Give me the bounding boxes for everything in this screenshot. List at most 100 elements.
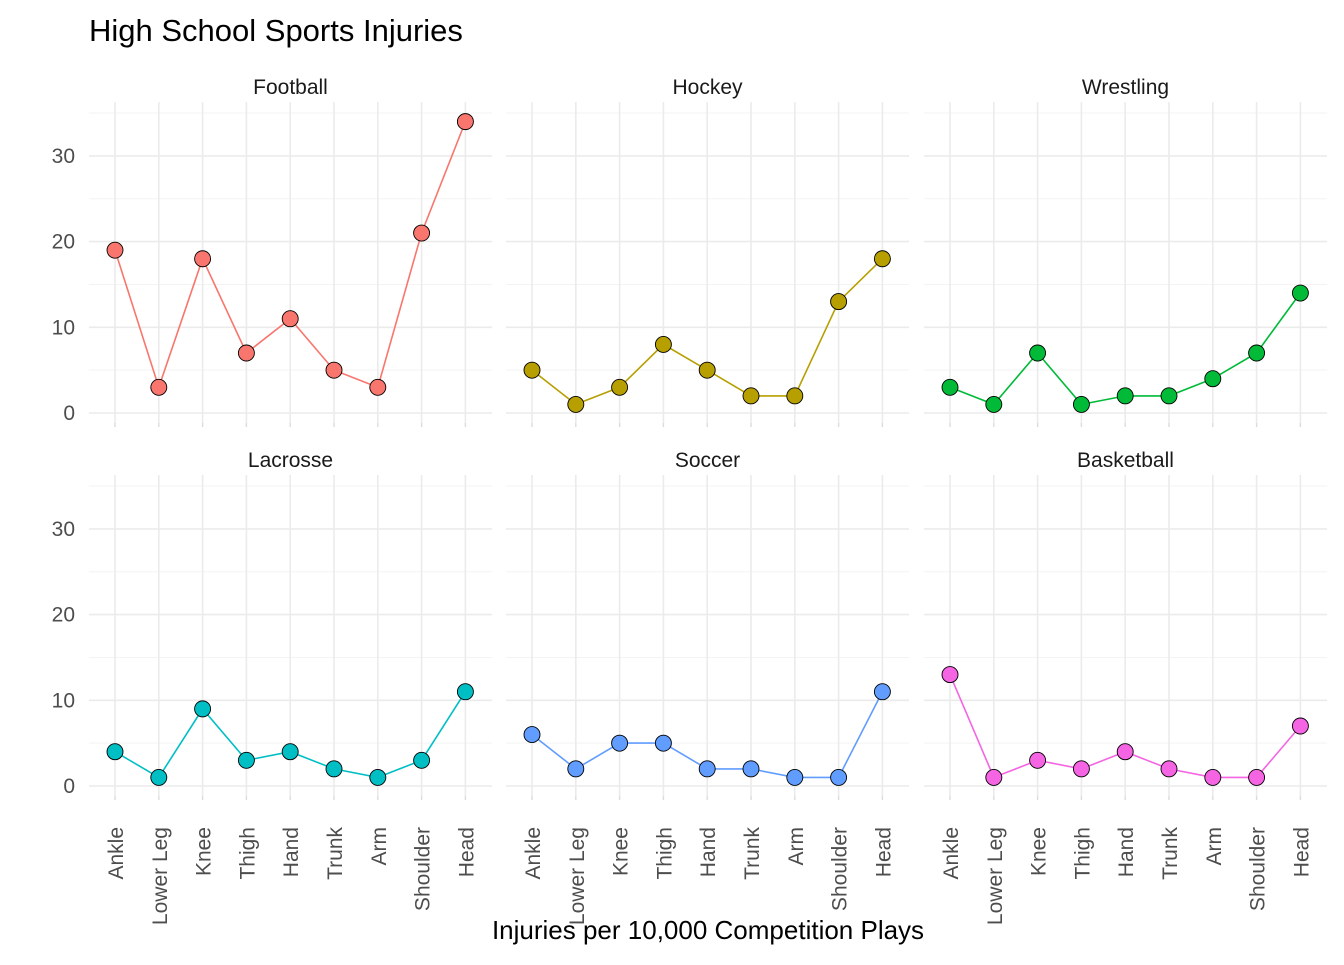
y-tick-label: 10 bbox=[52, 316, 75, 339]
x-tick-label-arm: Arm bbox=[1203, 827, 1226, 866]
data-point-hockey-ankle bbox=[523, 361, 541, 379]
x-tick-label-hand: Hand bbox=[697, 827, 720, 877]
x-tick-label-shoulder: Shoulder bbox=[829, 827, 852, 911]
data-point-football-thigh bbox=[237, 344, 255, 362]
x-tick-label-head: Head bbox=[455, 827, 478, 877]
data-point-basketball-lower-leg bbox=[985, 768, 1003, 786]
data-point-wrestling-hand bbox=[1116, 387, 1134, 405]
y-tick-label: 0 bbox=[63, 775, 75, 798]
x-tick-label-lower-leg: Lower Leg bbox=[566, 827, 589, 925]
data-point-soccer-ankle bbox=[523, 726, 541, 744]
x-tick-label-thigh: Thigh bbox=[1071, 827, 1094, 880]
x-tick-label-head: Head bbox=[872, 827, 895, 877]
x-tick-label-knee: Knee bbox=[610, 827, 633, 876]
data-point-lacrosse-ankle bbox=[106, 743, 124, 761]
x-tick-label-shoulder: Shoulder bbox=[1247, 827, 1270, 911]
data-point-football-knee bbox=[194, 250, 212, 268]
data-point-football-shoulder bbox=[413, 224, 431, 242]
data-point-wrestling-lower-leg bbox=[985, 395, 1003, 413]
data-point-basketball-thigh bbox=[1072, 760, 1090, 778]
x-tick-label-head: Head bbox=[1290, 827, 1313, 877]
facet-label-soccer: Soccer bbox=[675, 449, 740, 472]
data-point-lacrosse-hand bbox=[281, 743, 299, 761]
data-point-football-lower-leg bbox=[150, 378, 168, 396]
y-tick-label: 0 bbox=[63, 402, 75, 425]
x-tick-label-trunk: Trunk bbox=[1159, 827, 1182, 880]
facet-label-basketball: Basketball bbox=[1077, 449, 1174, 472]
data-point-football-head bbox=[456, 113, 474, 131]
data-point-football-ankle bbox=[106, 241, 124, 259]
data-point-soccer-head bbox=[873, 683, 891, 701]
y-tick-label: 20 bbox=[52, 604, 75, 627]
data-point-hockey-knee bbox=[611, 378, 629, 396]
y-tick-label: 20 bbox=[52, 231, 75, 254]
data-point-lacrosse-arm bbox=[369, 768, 387, 786]
chart-title: High School Sports Injuries bbox=[89, 13, 463, 48]
panel-football bbox=[89, 102, 492, 427]
data-point-basketball-knee bbox=[1029, 751, 1047, 769]
panel-wrestling bbox=[924, 102, 1327, 427]
data-point-basketball-trunk bbox=[1160, 760, 1178, 778]
data-point-hockey-shoulder bbox=[830, 293, 848, 311]
data-point-basketball-ankle bbox=[941, 666, 959, 684]
data-point-basketball-hand bbox=[1116, 743, 1134, 761]
x-tick-label-ankle: Ankle bbox=[940, 827, 963, 880]
facet-label-lacrosse: Lacrosse bbox=[248, 449, 333, 472]
data-point-football-arm bbox=[369, 378, 387, 396]
data-point-basketball-head bbox=[1291, 717, 1309, 735]
x-tick-label-thigh: Thigh bbox=[653, 827, 676, 880]
x-tick-label-knee: Knee bbox=[193, 827, 216, 876]
x-tick-label-trunk: Trunk bbox=[741, 827, 764, 880]
data-point-wrestling-shoulder bbox=[1248, 344, 1266, 362]
y-tick-label: 30 bbox=[52, 518, 75, 541]
facet-label-wrestling: Wrestling bbox=[1082, 76, 1169, 99]
x-tick-label-thigh: Thigh bbox=[236, 827, 259, 880]
facet-label-hockey: Hockey bbox=[672, 76, 743, 99]
data-point-lacrosse-trunk bbox=[325, 760, 343, 778]
data-point-soccer-thigh bbox=[654, 734, 672, 752]
x-axis-label: Injuries per 10,000 Competition Plays bbox=[492, 915, 924, 945]
x-tick-label-lower-leg: Lower Leg bbox=[984, 827, 1007, 925]
data-point-lacrosse-knee bbox=[194, 700, 212, 718]
panel-soccer bbox=[506, 475, 909, 800]
data-point-soccer-trunk bbox=[742, 760, 760, 778]
data-point-hockey-head bbox=[873, 250, 891, 268]
labels-layer: Football 0 10 20 30 Hockey Wrestling Lacrosse 0 1… bbox=[52, 76, 1314, 925]
facet-label-football: Football bbox=[253, 76, 328, 99]
data-point-lacrosse-thigh bbox=[237, 751, 255, 769]
x-tick-label-knee: Knee bbox=[1028, 827, 1051, 876]
x-tick-label-hand: Hand bbox=[280, 827, 303, 877]
panel-lacrosse bbox=[89, 475, 492, 800]
data-point-lacrosse-shoulder bbox=[413, 751, 431, 769]
y-tick-label: 30 bbox=[52, 145, 75, 168]
x-tick-label-hand: Hand bbox=[1115, 827, 1138, 877]
data-point-lacrosse-head bbox=[456, 683, 474, 701]
x-tick-label-trunk: Trunk bbox=[324, 827, 347, 880]
data-point-basketball-shoulder bbox=[1248, 768, 1266, 786]
x-tick-label-arm: Arm bbox=[368, 827, 391, 866]
data-point-basketball-arm bbox=[1204, 768, 1222, 786]
data-point-soccer-knee bbox=[611, 734, 629, 752]
data-point-soccer-lower-leg bbox=[567, 760, 585, 778]
data-point-lacrosse-lower-leg bbox=[150, 768, 168, 786]
data-point-football-trunk bbox=[325, 361, 343, 379]
data-point-wrestling-ankle bbox=[941, 378, 959, 396]
y-tick-label: 10 bbox=[52, 689, 75, 712]
marks-layer bbox=[106, 113, 1309, 786]
x-tick-label-shoulder: Shoulder bbox=[412, 827, 435, 911]
x-tick-label-lower-leg: Lower Leg bbox=[149, 827, 172, 925]
data-point-hockey-thigh bbox=[654, 335, 672, 353]
data-point-hockey-trunk bbox=[742, 387, 760, 405]
data-point-soccer-hand bbox=[698, 760, 716, 778]
x-tick-label-ankle: Ankle bbox=[105, 827, 128, 880]
data-point-wrestling-knee bbox=[1029, 344, 1047, 362]
data-point-wrestling-trunk bbox=[1160, 387, 1178, 405]
x-tick-label-arm: Arm bbox=[785, 827, 808, 866]
data-point-hockey-lower-leg bbox=[567, 395, 585, 413]
data-point-wrestling-arm bbox=[1204, 370, 1222, 388]
data-point-hockey-hand bbox=[698, 361, 716, 379]
data-point-soccer-shoulder bbox=[830, 768, 848, 786]
data-point-wrestling-thigh bbox=[1072, 395, 1090, 413]
